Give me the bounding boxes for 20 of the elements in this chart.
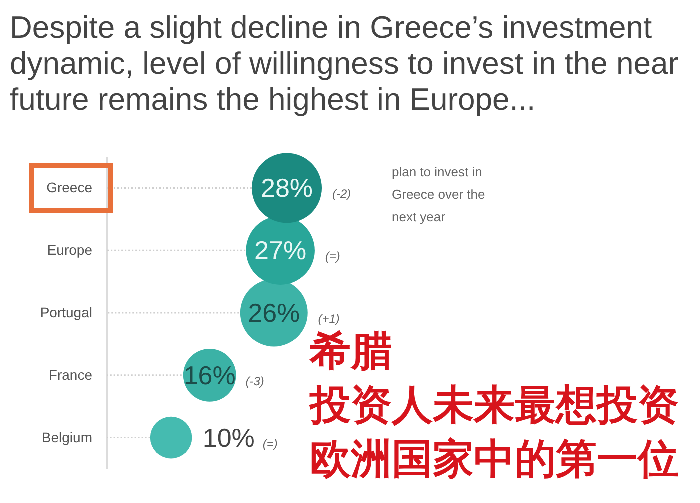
category-label: Portugal xyxy=(40,304,92,320)
data-label: 10% xyxy=(202,422,255,453)
data-label: 27% xyxy=(254,236,307,266)
text: 欧洲国家中的第一位 xyxy=(310,436,679,482)
text: Despite a slight decline in Greece’s investment dynamic, level of willingness to invest in the near future remains the highest in Europe... xyxy=(10,10,679,118)
data-label: 16% xyxy=(184,360,236,390)
data-label: 26% xyxy=(248,298,300,328)
text: 投资人未来最想投资 xyxy=(308,382,679,428)
text: 希腊 xyxy=(309,328,392,374)
text: plan to invest in Greece over the next year xyxy=(392,164,486,224)
text: (+1) xyxy=(318,312,340,326)
text: (=) xyxy=(262,436,278,451)
category-label: Europe xyxy=(47,242,93,258)
text: (-2) xyxy=(332,187,352,202)
category-label: Greece xyxy=(46,180,93,196)
data-label: 28% xyxy=(260,173,314,204)
category-label: Belgium xyxy=(42,429,92,446)
text: (=) xyxy=(325,250,340,264)
text: (-3) xyxy=(246,374,264,388)
category-label: France xyxy=(48,366,93,383)
